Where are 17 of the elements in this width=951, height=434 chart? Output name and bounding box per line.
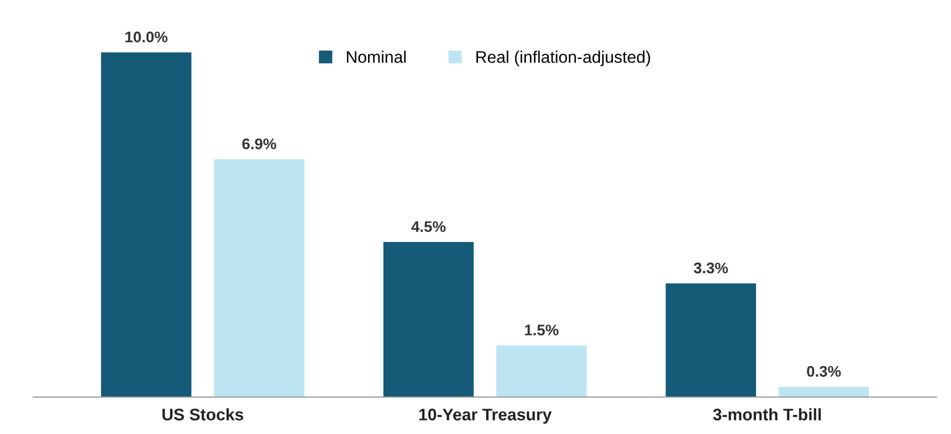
bar [778, 386, 869, 398]
bar [666, 283, 756, 398]
x-tick-label: 10-Year Treasury [419, 408, 552, 424]
data-label: 3.3% [694, 262, 728, 274]
bar [383, 242, 474, 398]
data-label: 4.5% [411, 221, 446, 232]
data-label: 6.9% [242, 138, 276, 150]
data-label: 0.3% [806, 366, 841, 377]
x-tick-label: US Stocks [162, 408, 244, 420]
bar [496, 345, 587, 398]
bar [101, 52, 192, 398]
x-tick-label: 3-month T-bill [713, 408, 821, 420]
bar [214, 159, 304, 398]
legend-label: Nominal [346, 50, 406, 63]
data-label: 10.0% [126, 32, 168, 42]
data-label: 1.5% [525, 324, 558, 336]
legend-label: Real (inflation-adjusted) [476, 50, 650, 66]
